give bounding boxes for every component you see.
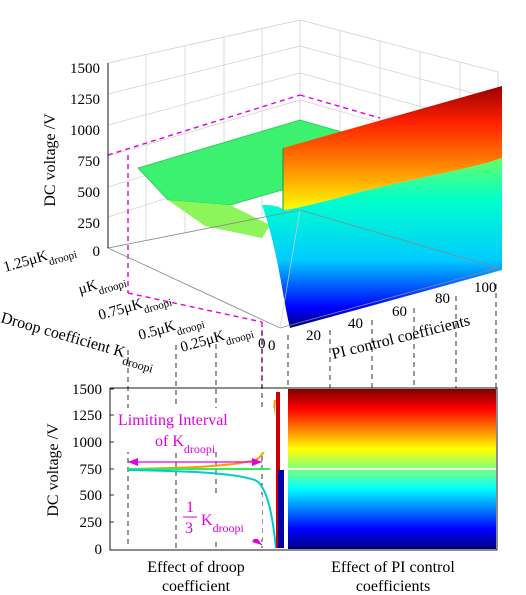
surface-top-wall — [283, 86, 502, 210]
interval-annotation-line2: of Kdroopi — [155, 433, 216, 456]
y-tick: μKdroopi — [77, 269, 129, 302]
category-left-line1: Effect of droop — [147, 559, 244, 576]
y-tick: 500 — [80, 488, 103, 504]
x-tick: 60 — [392, 304, 407, 320]
y-tick: 250 — [80, 515, 103, 531]
limiting-interval — [114, 408, 274, 466]
z-tick: 250 — [78, 216, 101, 232]
category-right-line1: Effect of PI control — [331, 559, 455, 576]
y-tick: 1250 — [72, 408, 102, 424]
y-axis-label: Droop coefficient Kdroopi — [0, 310, 158, 376]
x-tick: 80 — [435, 291, 450, 307]
z-tick: 750 — [78, 154, 101, 170]
droop-curve-lower — [127, 469, 277, 549]
x-tick: 100 — [474, 280, 497, 296]
fraction-denominator: 3 — [185, 520, 193, 537]
heatmap-plot: Limiting Interval of Kdroopi 1 3 Kdroopi… — [45, 284, 498, 595]
floor-plane — [106, 209, 500, 329]
y-tick: 0 — [95, 542, 103, 558]
interval-annotation-line1: Limiting Interval — [118, 412, 228, 429]
category-right-line2: coefficients — [356, 578, 430, 595]
x-tick: 40 — [348, 316, 363, 332]
y-tick: 750 — [80, 462, 103, 478]
surface-plot-3d: 1500 1250 1000 750 500 0 DC voltage /V 0… — [0, 19, 502, 540]
z-tick: 1500 — [70, 61, 100, 77]
x-tick: 20 — [306, 328, 321, 344]
x-tick-zero: 0 — [268, 338, 276, 354]
surface-bottom-wall — [262, 158, 502, 328]
droop-curve-base — [278, 470, 284, 548]
fraction-k: Kdroopi — [201, 512, 245, 535]
z-tick: 500 — [78, 185, 101, 201]
z-tick: 0 — [93, 244, 101, 260]
y-tick: 1.25μKdroopi — [2, 240, 79, 281]
fraction-numerator: 1 — [186, 499, 194, 516]
y-tick: 1500 — [72, 382, 102, 398]
surface-plateau-near — [168, 200, 270, 238]
y-tick-marks — [110, 388, 114, 523]
z-axis-label: DC voltage /V — [42, 113, 59, 207]
category-left-line2: coefficient — [162, 578, 231, 595]
y-axis-label: DC voltage /V — [45, 423, 62, 517]
y-tick: 1000 — [72, 435, 102, 451]
z-tick: 1250 — [70, 92, 100, 108]
floor-grid — [279, 209, 301, 329]
z-tick: 1000 — [70, 123, 100, 139]
